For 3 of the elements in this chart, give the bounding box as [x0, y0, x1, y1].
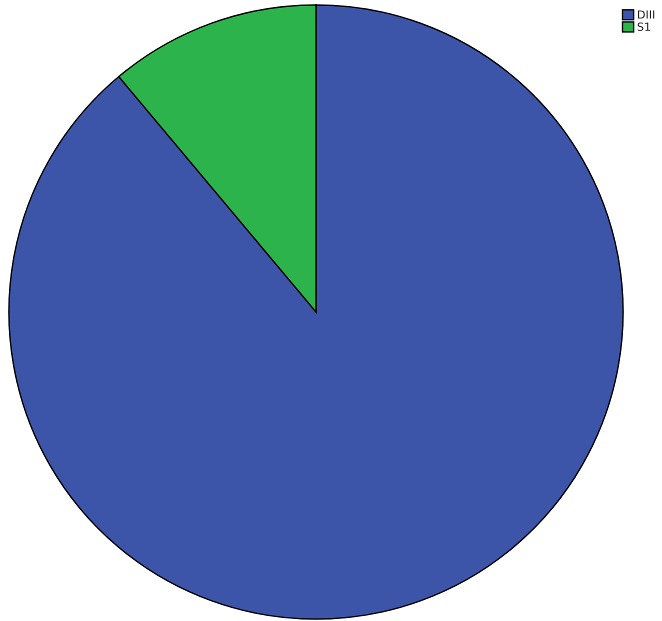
pie-slice: [8, 4, 624, 620]
legend-label: S1: [638, 22, 650, 31]
legend-label: DIII: [638, 10, 654, 19]
